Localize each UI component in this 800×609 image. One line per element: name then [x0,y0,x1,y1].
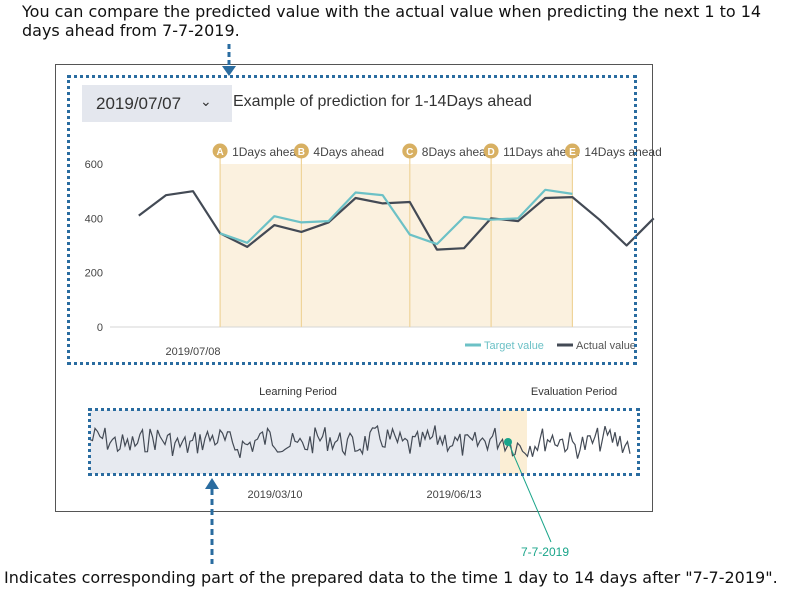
y-tick-label-2: 400 [85,213,103,225]
marker-badge-letter-D: D [487,147,494,158]
marker-badge-D [483,143,499,159]
date-select[interactable]: 2019/07/07 ⌄ [82,85,232,122]
marker-badge-letter-B: B [298,147,305,158]
legend-target-label: Target value [484,340,544,352]
marker-badge-letter-A: A [216,147,223,158]
learning-period-label: Learning Period [259,386,337,398]
nav-tick-label-2: 2019/06/13 [426,489,481,501]
marker-badge-C [402,143,418,159]
marker-badge-E [564,143,580,159]
navigator-chart: Learning Period Evaluation Period 2019/0… [89,386,631,559]
chart-panel [55,64,653,512]
y-tick-label-1: 200 [85,268,103,280]
top-arrow-head [222,66,236,76]
x-tick-label: 2019/07/08 [165,346,220,358]
y-tick-label-3: 600 [85,159,103,171]
main-chart-highlight-box [67,75,637,365]
chart-title: Example of prediction for 1-14Days ahead [233,93,532,110]
nav-tick-label-1: 2019/03/10 [247,489,302,501]
date-marker-dot [504,438,512,446]
target-value-line [219,188,573,246]
legend-actual-label: Actual value [576,340,636,352]
date-select-value: 2019/07/07 [96,93,182,113]
navigator-highlight-box [88,408,640,476]
marker-badge-B [293,143,309,159]
forecast-highlight-band [220,164,573,327]
evaluation-period-label: Evaluation Period [531,386,617,398]
top-annotation: You can compare the predicted value with… [22,2,762,40]
marker-label-C: 8Days ahead [422,145,493,159]
marker-label-B: 4Days ahead [313,145,384,159]
y-tick-label-0: 0 [97,322,103,334]
chevron-down-icon: ⌄ [200,93,212,109]
marker-label-A: 1Days ahead [232,145,303,159]
learning-period-area [90,410,500,474]
marker-badge-letter-C: C [406,147,413,158]
bottom-annotation: Indicates corresponding part of the prep… [4,568,778,587]
marker-label-D: 11Days ahead [503,145,579,159]
date-marker-label: 7-7-2019 [521,545,569,559]
marker-badge-A [212,143,228,159]
marker-label-E: 14Days ahead [584,145,661,159]
bottom-arrow-head [205,478,219,489]
marker-badge-letter-E: E [569,147,576,158]
date-marker-leader [508,443,552,543]
navigator-series-line [89,424,631,459]
